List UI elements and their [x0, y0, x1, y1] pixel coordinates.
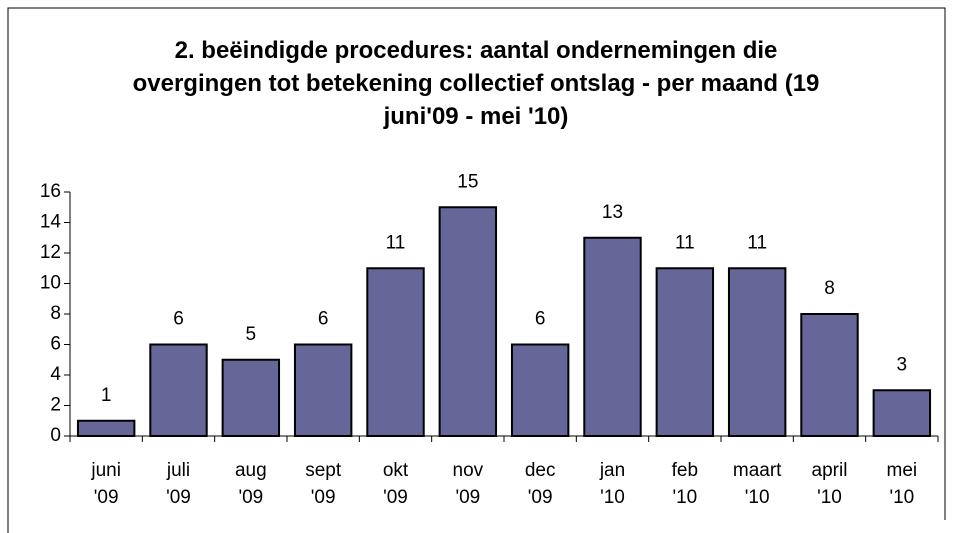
y-tick-label: 14	[40, 212, 62, 233]
bar	[76, 419, 136, 437]
data-label: 13	[602, 202, 623, 223]
bar	[872, 389, 932, 437]
x-tick-label: sept '09	[305, 460, 342, 508]
x-tick-label: juni '09	[91, 460, 121, 508]
data-label: 15	[457, 171, 478, 192]
data-label: 6	[535, 309, 546, 330]
x-tick-label: juli '09	[166, 460, 191, 508]
y-tick-label: 0	[50, 425, 61, 446]
x-tick-label: april '10	[811, 460, 848, 508]
y-tick-label: 6	[50, 334, 61, 355]
bar	[800, 313, 859, 437]
data-label: 1	[101, 385, 112, 406]
data-label: 5	[246, 324, 257, 345]
bar	[293, 343, 353, 437]
data-label: 11	[675, 232, 695, 253]
y-tick-label: 4	[50, 364, 61, 385]
data-label: 6	[318, 309, 329, 330]
y-tick-label: 12	[40, 242, 61, 263]
bar	[438, 206, 498, 437]
x-tick-label: okt '09	[382, 460, 409, 508]
bar	[727, 267, 787, 437]
bar	[221, 358, 281, 437]
bar	[149, 343, 208, 437]
bar	[366, 267, 425, 437]
y-tick-label: 10	[40, 273, 61, 294]
x-tick-label: mei '10	[886, 460, 918, 508]
y-tick-label: 16	[40, 181, 61, 202]
data-label: 11	[386, 232, 406, 253]
x-tick-label: nov '09	[452, 460, 484, 508]
x-tick-label: maart '10	[732, 460, 782, 508]
bar	[510, 343, 570, 437]
data-label: 11	[747, 232, 767, 253]
data-label: 8	[824, 278, 835, 299]
x-tick-label: jan '10	[599, 460, 626, 508]
data-label: 6	[173, 309, 184, 330]
x-tick-label: feb '10	[671, 460, 699, 508]
bar	[655, 267, 715, 437]
bar	[583, 236, 642, 437]
frame	[7, 7, 946, 533]
chart-title: 2. beëindigde procedures: aantal onderne…	[132, 37, 820, 130]
y-tick-label: 8	[50, 303, 61, 324]
x-tick-label: dec '09	[524, 460, 556, 508]
x-tick-label: aug '09	[234, 460, 267, 508]
y-tick-label: 2	[50, 395, 61, 416]
data-label: 3	[897, 354, 908, 375]
